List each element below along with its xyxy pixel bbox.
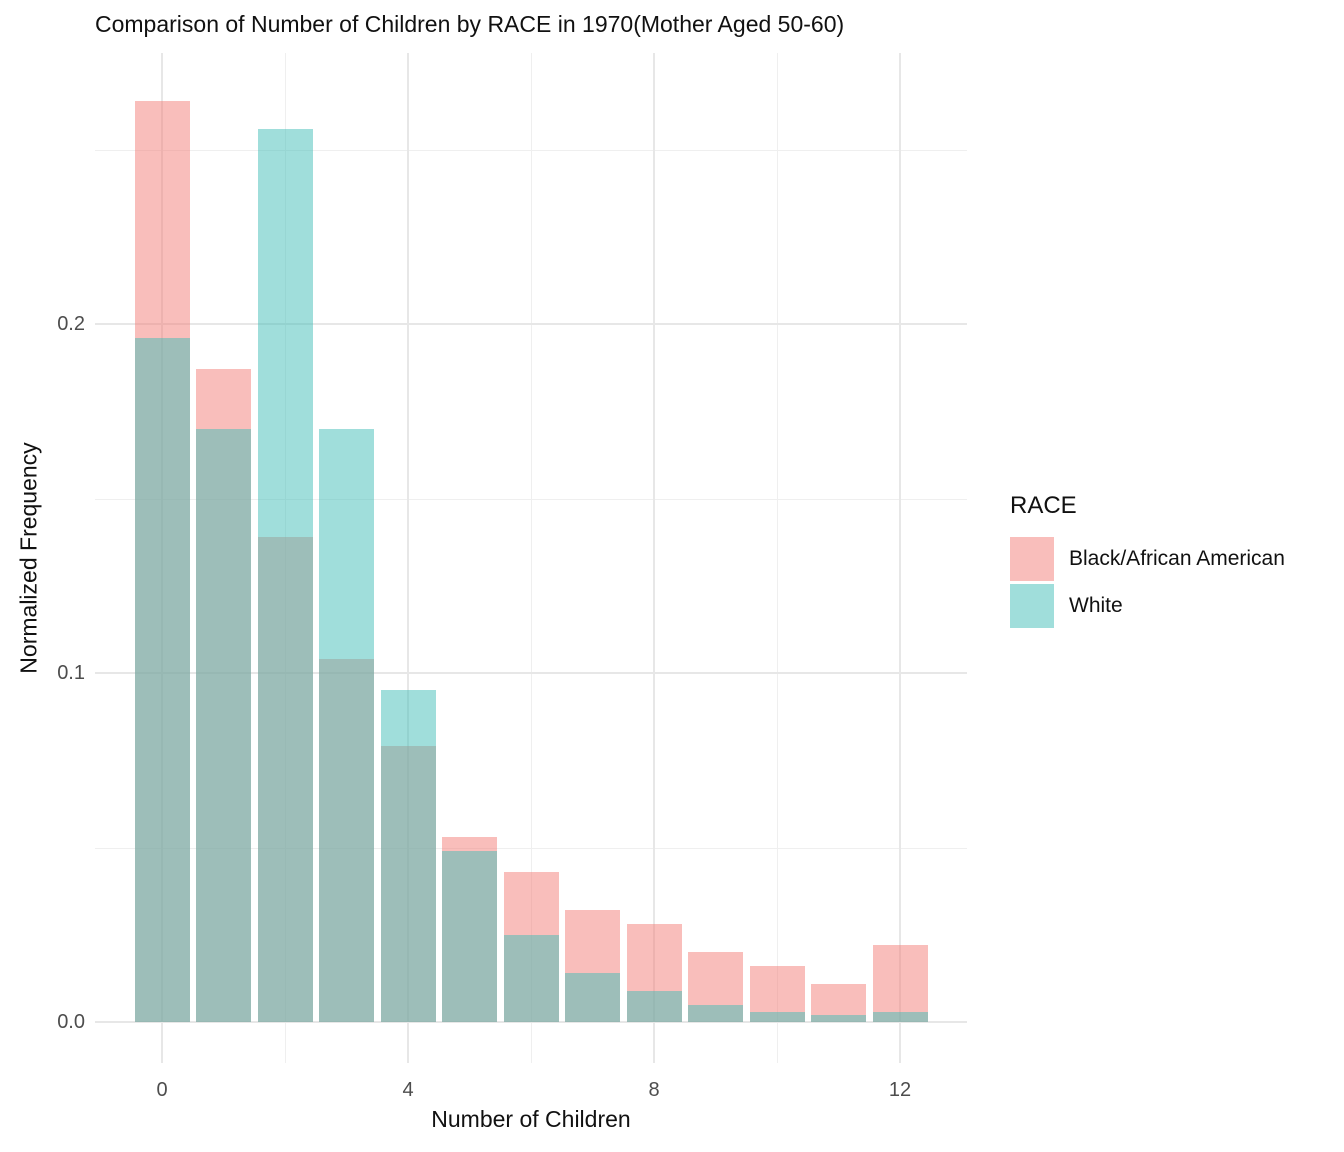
gridline-x-major: [653, 53, 655, 1063]
x-axis-title: Number of Children: [431, 1106, 631, 1132]
y-tick-label: 0.2: [57, 313, 85, 335]
plot-panel: [95, 53, 967, 1063]
y-axis-title: Normalized Frequency: [15, 442, 42, 674]
bar-white-8: [626, 990, 682, 1022]
legend-swatch-white: [1010, 584, 1054, 628]
y-tick-label: 0.1: [57, 662, 85, 684]
gridline-x-major: [407, 53, 409, 1063]
bar-white-12: [872, 1011, 928, 1022]
y-tick-label: 0.0: [57, 1011, 85, 1033]
gridline-y-major: [95, 1021, 967, 1023]
gridline-x-minor: [531, 53, 532, 1063]
chart-title: Comparison of Number of Children by RACE…: [95, 11, 845, 37]
bar-white-3: [319, 428, 374, 1022]
x-tick-label: 0: [156, 1079, 168, 1101]
bar-white-10: [749, 1011, 805, 1022]
legend-swatch-black: [1010, 537, 1054, 581]
gridline-x-major: [899, 53, 901, 1063]
legend-entry-black: Black/African American: [1010, 537, 1285, 581]
bar-white-9: [688, 1004, 743, 1022]
bar-white-11: [811, 1015, 866, 1022]
x-tick-label: 8: [648, 1079, 660, 1101]
legend-title: RACE: [1010, 492, 1077, 519]
legend-entries: Black/African American White: [1010, 537, 1285, 628]
bar-white-6: [503, 934, 559, 1022]
legend-label-black: Black/African American: [1069, 547, 1285, 570]
legend-label-white: White: [1069, 594, 1123, 617]
legend: RACE Black/African American White: [1010, 492, 1285, 631]
gridline-y-major: [95, 672, 967, 674]
legend-entry-white: White: [1010, 584, 1285, 628]
bar-white-2: [257, 128, 313, 1022]
bar-white-4: [380, 690, 436, 1022]
x-tick-label: 12: [888, 1079, 912, 1101]
bar-white-5: [442, 850, 497, 1022]
bar-white-7: [565, 973, 620, 1022]
x-tick-label: 4: [402, 1079, 414, 1101]
bar-white-1: [196, 428, 251, 1022]
gridline-x-minor: [777, 53, 778, 1063]
bar-white-0: [134, 337, 190, 1022]
gridline-y-major: [95, 323, 967, 325]
bar-black-12: [872, 945, 928, 1022]
